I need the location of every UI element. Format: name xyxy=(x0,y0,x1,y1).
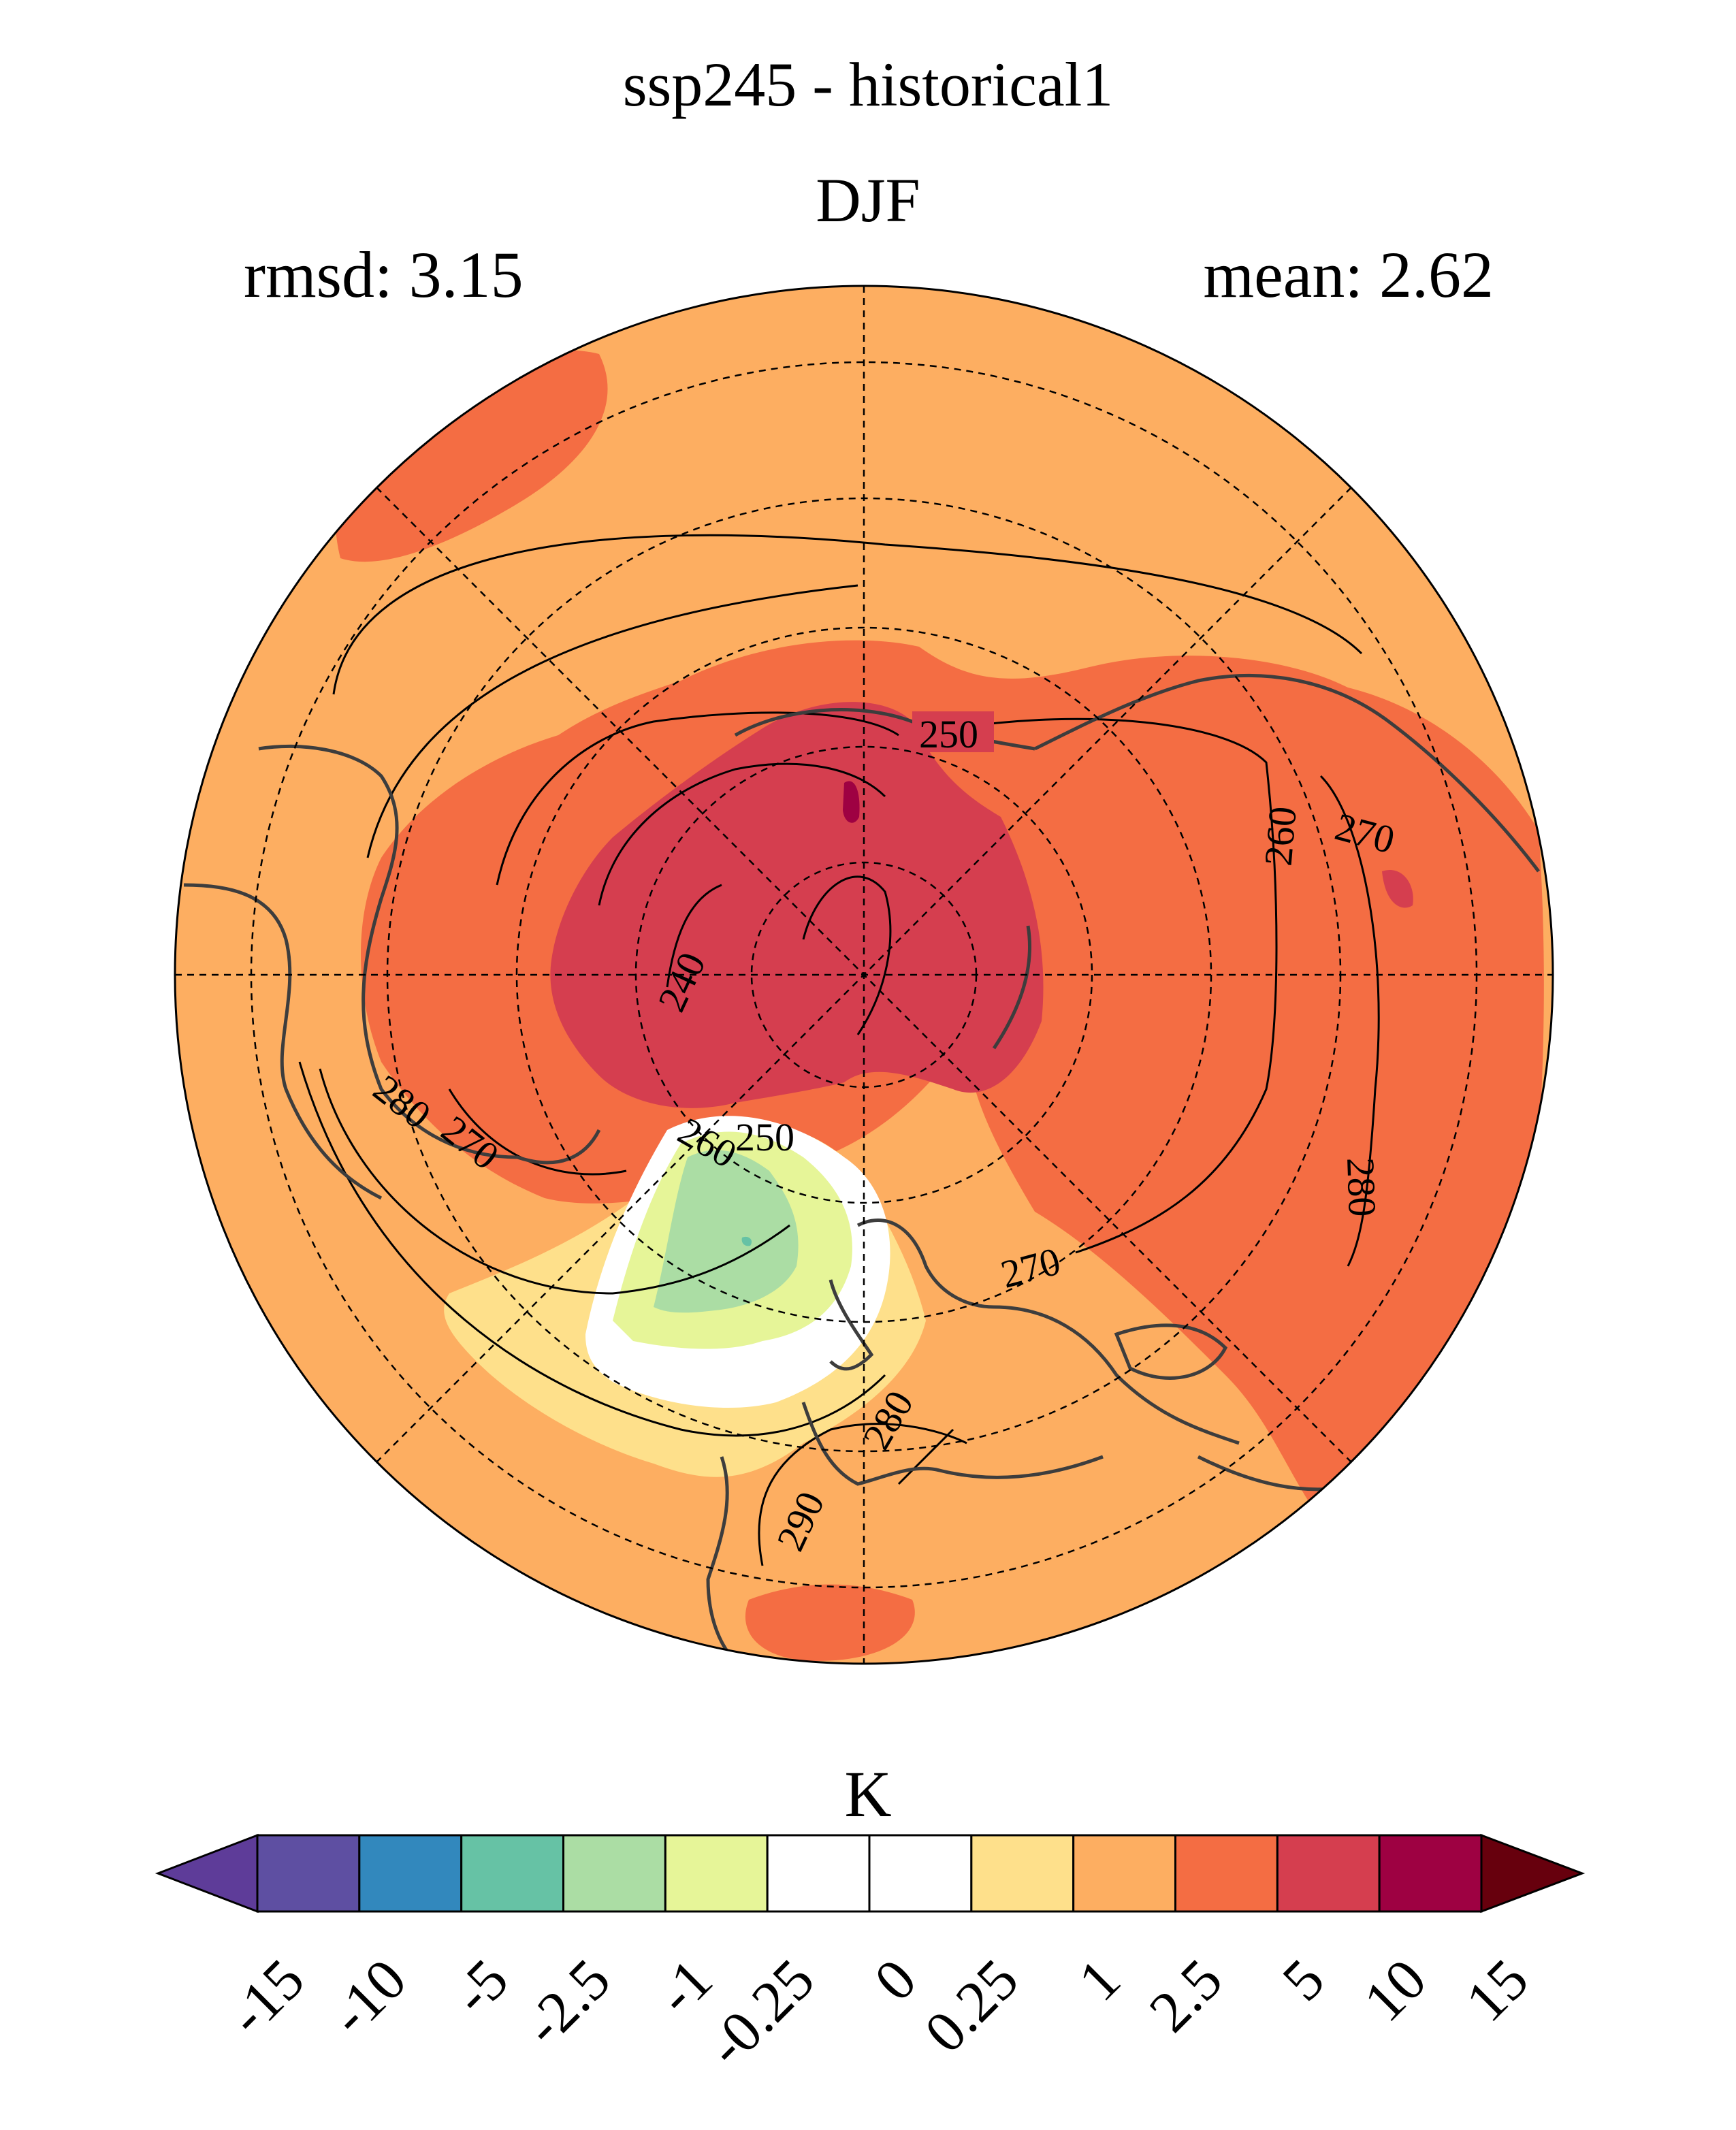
colorbar-tick-label: -15 xyxy=(215,1946,317,2048)
anomaly-region-extreme xyxy=(843,781,860,823)
colorbar-box xyxy=(1378,1834,1483,1913)
plot-title: ssp245 - historical1 xyxy=(622,50,1114,119)
contour-label: 260 xyxy=(1256,805,1305,867)
colorbar-tick-label: -2.5 xyxy=(511,1946,622,2058)
temperature-contours xyxy=(298,534,1380,1566)
colorbar-box xyxy=(1276,1834,1381,1913)
colorbar-box xyxy=(256,1834,361,1913)
colorbar-tick-label: -10 xyxy=(317,1946,419,2048)
anomaly-region-warm xyxy=(745,1584,915,1661)
colorbar-box xyxy=(1174,1834,1279,1913)
contour-label: 280 xyxy=(1338,1157,1385,1217)
colorbar-box xyxy=(664,1834,769,1913)
map-fill-layer xyxy=(175,286,1553,1664)
colorbar-tick-label: 0.25 xyxy=(912,1946,1031,2065)
colorbar-tick-label: 0 xyxy=(862,1946,929,2013)
colorbar-under-triangle xyxy=(155,1833,259,1914)
colorbar-box xyxy=(358,1834,463,1913)
anomaly-region-hot xyxy=(1382,870,1413,908)
colorbar-boxes xyxy=(155,1833,1586,1914)
contour-label: 250 xyxy=(919,712,978,756)
colorbar-box xyxy=(460,1834,565,1913)
colorbar-box xyxy=(1072,1834,1176,1913)
anomaly-region-cool xyxy=(654,1150,799,1313)
map-boundary xyxy=(174,285,1554,1665)
colorbar-box xyxy=(970,1834,1075,1913)
colorbar-over-triangle xyxy=(1480,1833,1586,1914)
colorbar-tick-label: 2.5 xyxy=(1137,1946,1235,2044)
colorbar-tick-label: 10 xyxy=(1351,1946,1438,2034)
colorbar-tick-label: 15 xyxy=(1453,1946,1541,2034)
colorbar-tick-label: -5 xyxy=(440,1946,521,2027)
anomaly-region-cold xyxy=(741,1236,752,1246)
graticule xyxy=(175,286,1553,1664)
colorbar-tick-label: 1 xyxy=(1065,1946,1132,2013)
season-label: DJF xyxy=(816,165,920,235)
colorbar-box xyxy=(868,1834,973,1913)
mean-label: mean: 2.62 xyxy=(1203,238,1494,311)
rmsd-label: rmsd: 3.15 xyxy=(244,238,524,311)
contour-label-bg xyxy=(912,711,994,752)
colorbar-tick-labels: -15 -10 -5-2.5 -1-0.25 00.25 1 2.5 5 10 15 xyxy=(215,1946,1541,2079)
contour-label: 250 xyxy=(735,1115,794,1159)
colorbar-box xyxy=(766,1834,871,1913)
anomaly-region-hot xyxy=(550,702,1044,1108)
colorbar-box xyxy=(562,1834,666,1913)
colorbar-units: K xyxy=(844,1758,892,1830)
colorbar-tick-label: 5 xyxy=(1270,1946,1336,2013)
colorbar-tick-label: -0.25 xyxy=(694,1946,827,2079)
